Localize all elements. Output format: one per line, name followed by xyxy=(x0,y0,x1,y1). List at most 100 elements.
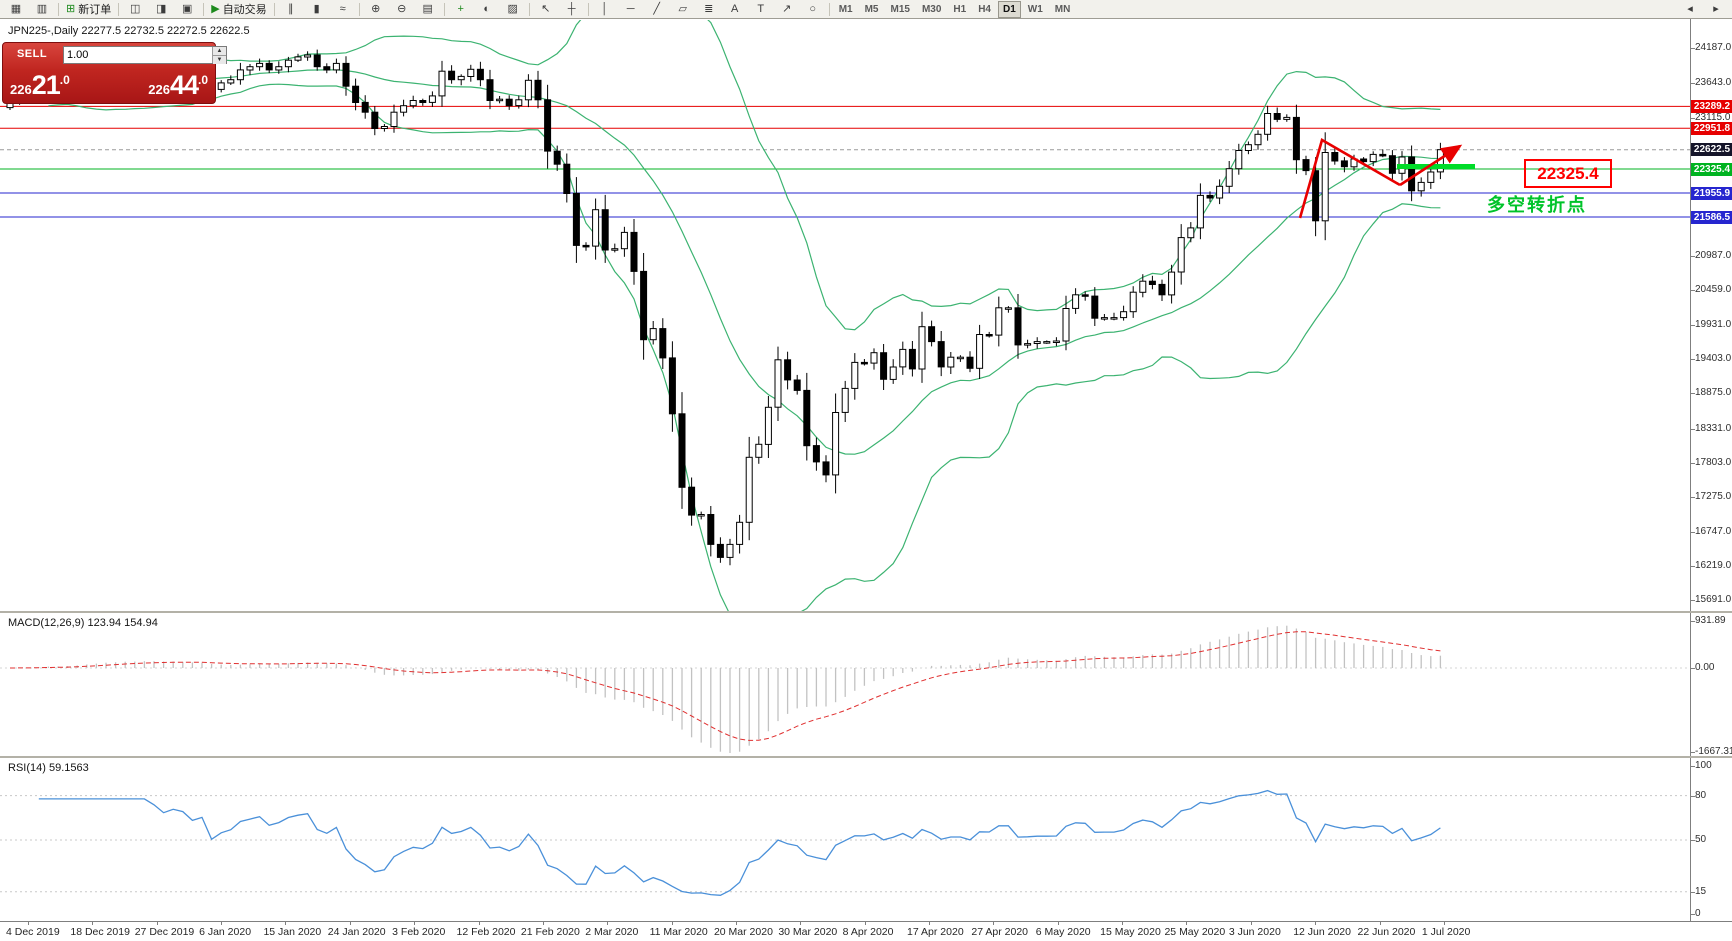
crosshair-icon: ┼ xyxy=(567,2,576,15)
buy-price-big: 44 xyxy=(169,70,199,100)
price-badge-21955.9: 21955.9 xyxy=(1691,186,1732,200)
new-chart-button[interactable]: ▦ xyxy=(3,0,29,19)
vertical-line-icon: │ xyxy=(601,2,609,15)
date-tick-mark xyxy=(478,922,480,925)
price-badge-22325.4: 22325.4 xyxy=(1691,162,1732,176)
price-tick-mark xyxy=(1691,48,1695,49)
bollinger-lower-band xyxy=(48,83,1441,611)
fibonacci-button[interactable]: ≣ xyxy=(696,0,722,19)
price-tick-mark xyxy=(1691,565,1695,567)
one-click-trade-panel: SELL ▲ ▼ BUY 22621.0 22644.0 xyxy=(2,42,270,104)
scroll-right-button[interactable]: ▸ xyxy=(1703,0,1729,19)
new-order-button[interactable]: ⊞ 新订单 xyxy=(62,0,115,19)
lot-increase-button[interactable]: ▲ xyxy=(213,47,226,56)
bar-chart-mode-icon: ∥ xyxy=(287,2,294,15)
rsi-panel-splitter[interactable] xyxy=(0,756,1732,758)
price-tick: 20987.0 xyxy=(1695,250,1732,261)
new-order-label: 新订单 xyxy=(78,4,112,16)
rsi-axis-tick: 50 xyxy=(1695,834,1707,845)
price-tick: 17803.0 xyxy=(1695,456,1732,468)
timeframe-m1-button[interactable]: M1 xyxy=(838,3,853,15)
highlight-segment xyxy=(1397,164,1475,169)
zoom-out-button[interactable]: ⊖ xyxy=(389,0,415,19)
text-button[interactable]: A xyxy=(722,0,748,19)
bollinger-middle-band xyxy=(48,69,1441,455)
sell-button[interactable]: SELL xyxy=(3,43,61,65)
date-tick-mark xyxy=(735,922,737,925)
macd-axis-tick: 931.89 xyxy=(1695,614,1726,626)
price-tick: 24187.0 xyxy=(1695,42,1732,53)
templates-button[interactable]: ▨ xyxy=(500,0,526,19)
crosshair-button[interactable]: ┼ xyxy=(559,0,585,19)
navigator-button[interactable]: ◨ xyxy=(148,0,174,19)
terminal-button[interactable]: ▣ xyxy=(174,0,200,19)
shapes-button[interactable]: ○ xyxy=(800,0,826,19)
rsi-line xyxy=(38,789,1441,896)
date-tick-mark xyxy=(929,922,931,925)
turning-point-note: 多空转折点 xyxy=(1487,195,1587,215)
zoom-in-button[interactable]: ⊕ xyxy=(363,0,389,19)
date-label: 6 May 2020 xyxy=(1035,926,1091,938)
timeframe-d1-button[interactable]: D1 xyxy=(998,0,1021,18)
timeframe-m15-button[interactable]: M15 xyxy=(890,3,910,15)
timeframe-m30-button[interactable]: M30 xyxy=(921,3,942,15)
timeframe-m5-button[interactable]: M5 xyxy=(864,3,879,15)
price-axis[interactable]: 24187.0 23643.0 23115.0 20987.0 20459.0 19931… xyxy=(1690,19,1732,921)
indicators-button[interactable]: + xyxy=(448,0,474,19)
candlestick-mode-button[interactable]: ▮ xyxy=(304,0,330,19)
lot-size-input[interactable] xyxy=(64,47,212,63)
rsi-tick-mark xyxy=(1691,840,1695,841)
bar-chart-mode-button[interactable]: ∥ xyxy=(278,0,304,19)
macd-axis-tick: -1667.31 xyxy=(1695,746,1732,758)
toolbar-separator xyxy=(203,2,205,16)
timeframe-group: M1 M5 M15 M30 H1 H4 D1 W1 MN xyxy=(833,0,1077,18)
date-label: 12 Jun 2020 xyxy=(1293,926,1351,938)
timeframe-h1-button[interactable]: H1 xyxy=(953,3,967,15)
periods-button[interactable]: ◐ xyxy=(474,0,500,19)
sell-price-pre: 226 xyxy=(10,82,32,97)
market-watch-button[interactable]: ◫ xyxy=(122,0,148,19)
price-tick: 20459.0 xyxy=(1695,284,1732,296)
cursor-icon: ↖ xyxy=(541,2,551,15)
macd-panel-splitter[interactable] xyxy=(0,611,1732,613)
timeframe-mn-button[interactable]: MN xyxy=(1054,3,1071,15)
price-tick: 16747.0 xyxy=(1695,525,1732,537)
date-tick-mark xyxy=(864,922,866,925)
date-label: 22 Jun 2020 xyxy=(1357,926,1416,938)
date-label: 25 May 2020 xyxy=(1164,926,1226,938)
rsi-axis-tick: 0 xyxy=(1695,908,1701,919)
trendline-button[interactable]: ╱ xyxy=(644,0,670,19)
tile-windows-button[interactable]: ▤ xyxy=(415,0,441,19)
line-chart-mode-icon: ≈ xyxy=(339,2,346,15)
vertical-line-button[interactable]: │ xyxy=(592,0,618,19)
macd-tick-mark xyxy=(1691,668,1695,669)
cursor-button[interactable]: ↖ xyxy=(533,0,559,19)
rsi-label: RSI(14) 59.1563 xyxy=(8,762,89,774)
buy-button[interactable]: BUY xyxy=(229,43,287,65)
horizontal-line-button[interactable]: ─ xyxy=(618,0,644,19)
price-badge-23289.2: 23289.2 xyxy=(1691,99,1732,113)
buy-label: BUY xyxy=(245,48,271,60)
sell-price[interactable]: 22621.0 xyxy=(10,70,70,101)
date-tick-mark xyxy=(542,922,544,925)
lot-decrease-button[interactable]: ▼ xyxy=(213,56,226,64)
timeframe-h4-button[interactable]: H4 xyxy=(978,3,991,15)
buy-price-sup: .0 xyxy=(197,73,208,87)
date-label: 15 Jan 2020 xyxy=(263,926,322,938)
channel-button[interactable]: ▱ xyxy=(670,0,696,19)
date-tick-mark xyxy=(1379,922,1381,925)
date-axis[interactable]: 4 Dec 2019 18 Dec 2019 27 Dec 2019 6 Jan 20… xyxy=(0,921,1732,941)
buy-price[interactable]: 22644.0 xyxy=(148,70,208,101)
scroll-left-button[interactable]: ◂ xyxy=(1677,0,1703,19)
line-chart-mode-button[interactable]: ≈ xyxy=(330,0,356,19)
arrow-object-button[interactable]: ↗ xyxy=(774,0,800,19)
zoom-out-icon: ⊖ xyxy=(397,2,407,15)
timeframe-w1-button[interactable]: W1 xyxy=(1027,3,1043,15)
price-tick: 15691.0 xyxy=(1695,594,1732,606)
candlestick-mode-icon: ▮ xyxy=(313,2,320,15)
text-label-button[interactable]: T xyxy=(748,0,774,19)
profiles-button[interactable]: ▥ xyxy=(29,0,55,19)
toolbar-separator xyxy=(358,2,360,16)
autotrading-button[interactable]: ▶ 自动交易 xyxy=(207,0,270,19)
